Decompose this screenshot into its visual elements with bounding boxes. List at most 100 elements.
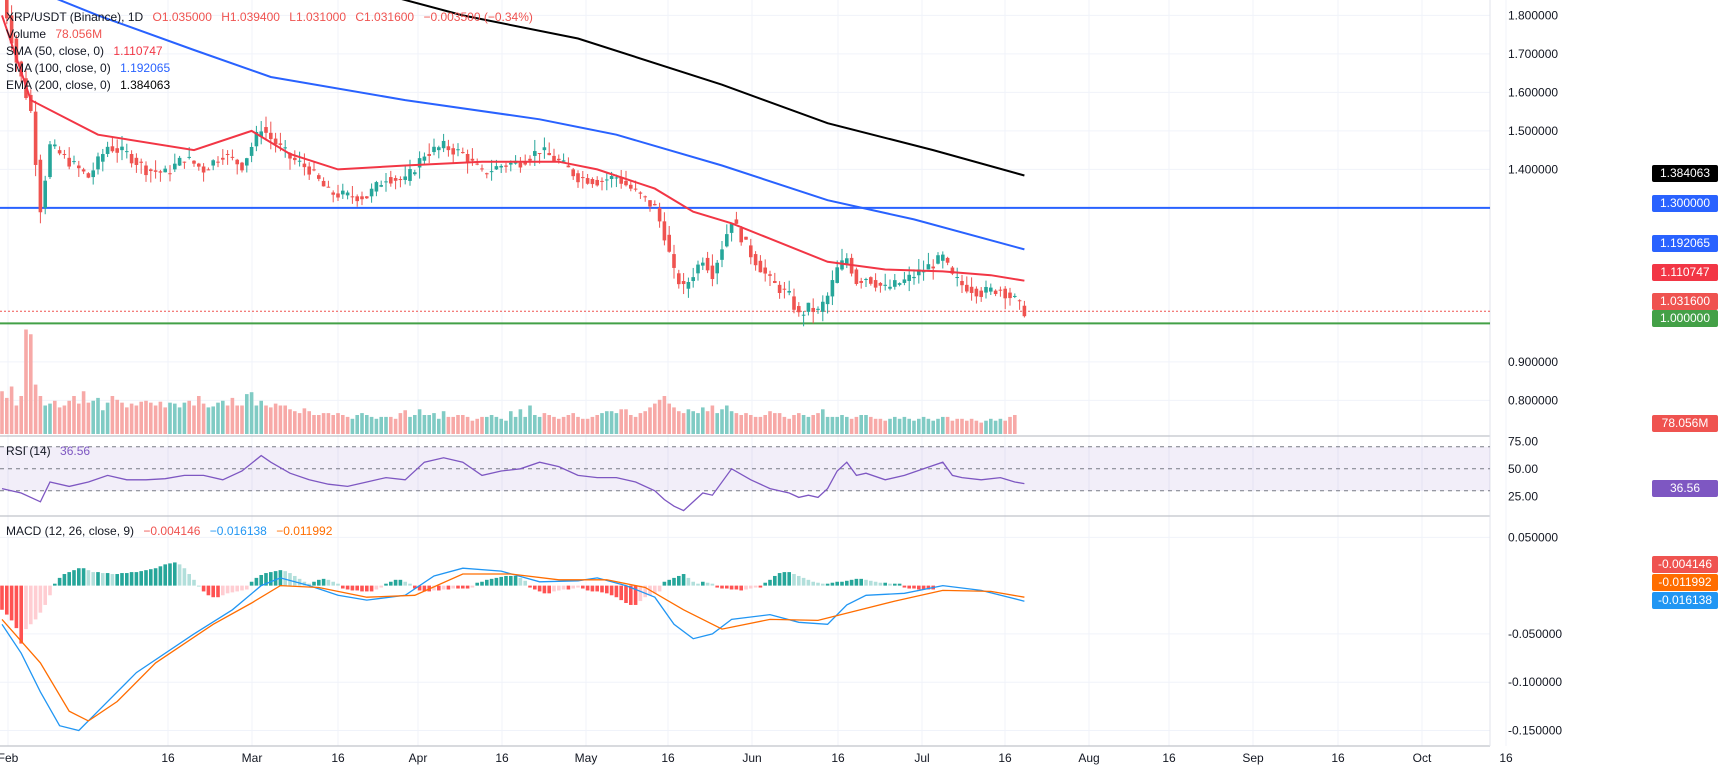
macd-histogram-bar xyxy=(864,579,868,586)
volume-bar xyxy=(840,415,844,434)
candle-body xyxy=(969,286,974,293)
candle-body xyxy=(624,180,628,186)
volume-bar xyxy=(835,416,839,434)
volume-bar xyxy=(869,416,873,434)
time-tick-label: Apr xyxy=(409,751,428,765)
macd-histogram-bar xyxy=(585,585,590,591)
macd-histogram-bar xyxy=(883,582,887,586)
macd-histogram-bar xyxy=(96,572,100,586)
macd-histogram-bar xyxy=(451,585,455,589)
candle-body xyxy=(43,180,47,208)
candle-body xyxy=(1017,300,1022,302)
candle-body xyxy=(393,178,398,181)
candle-body xyxy=(249,146,254,156)
candle-body xyxy=(653,204,657,206)
macd-histogram-bar xyxy=(715,585,719,588)
macd-histogram-bar xyxy=(81,568,86,586)
candle-body xyxy=(576,173,580,183)
macd-histogram-bar xyxy=(144,570,148,586)
sma100-legend-value: 1.192065 xyxy=(120,61,171,75)
macd-histogram-bar xyxy=(696,583,700,586)
volume-bar xyxy=(561,416,566,434)
macd-histogram-bar xyxy=(158,566,163,586)
candle-body xyxy=(144,165,148,176)
macd-histogram-bar xyxy=(576,585,580,588)
candle-body xyxy=(5,0,9,19)
volume-bar xyxy=(1008,416,1012,434)
macd-histogram-bar xyxy=(240,585,244,591)
candle-body xyxy=(648,200,652,207)
candle-body xyxy=(341,190,345,195)
rsi-tick-label: 50.00 xyxy=(1508,462,1538,476)
candle-body xyxy=(38,159,43,213)
volume-bar xyxy=(211,406,215,434)
macd-histogram-bar xyxy=(821,583,825,586)
volume-bar xyxy=(432,413,436,434)
volume-bar xyxy=(53,400,57,434)
candle-body xyxy=(705,257,710,271)
time-tick-label: 16 xyxy=(998,751,1012,765)
macd-histogram-bar xyxy=(643,585,647,598)
candle-body xyxy=(691,277,695,282)
macd-histogram-bar xyxy=(739,585,743,591)
candle-body xyxy=(701,262,705,266)
volume-bar xyxy=(518,409,523,434)
volume-bar xyxy=(177,407,182,434)
candle-body xyxy=(825,295,830,305)
volume-bar xyxy=(326,413,331,434)
candle-body xyxy=(230,156,235,158)
macd-histogram-bar xyxy=(893,583,897,586)
macd-histogram-bar xyxy=(206,585,211,596)
candle-body xyxy=(696,264,700,274)
macd-histogram-bar xyxy=(0,585,4,610)
macd-histogram-bar xyxy=(437,585,441,591)
grid-lines xyxy=(0,0,1507,746)
candle-body xyxy=(269,132,273,140)
volume-bar xyxy=(830,416,835,434)
macd-line xyxy=(1,567,1025,732)
macd-histogram-bar xyxy=(297,578,302,586)
macd-histogram-bar xyxy=(110,574,115,586)
volume-bar xyxy=(163,407,167,434)
candle-body xyxy=(254,131,259,147)
macd-histogram-bar xyxy=(115,574,119,586)
candle-body xyxy=(931,266,935,269)
macd-histogram-bar xyxy=(595,585,599,592)
candle-body xyxy=(926,264,931,270)
volume-bar xyxy=(408,416,412,434)
candle-body xyxy=(869,277,873,284)
volume-bar xyxy=(398,413,403,434)
candle-body xyxy=(509,162,513,165)
candle-body xyxy=(336,193,340,198)
macd-histogram-bar xyxy=(182,568,187,586)
candle-body xyxy=(590,179,595,185)
candle-body xyxy=(998,289,1003,291)
macd-histogram-bar xyxy=(177,564,182,586)
volume-bar xyxy=(374,418,379,434)
volume-bar xyxy=(691,411,695,434)
candle-body xyxy=(984,286,988,293)
volume-bar xyxy=(931,420,935,434)
macd-histogram-bar xyxy=(465,585,470,589)
macd-histogram-bar xyxy=(312,581,316,586)
macd-histogram-bar xyxy=(609,585,614,596)
time-tick-label: 16 xyxy=(495,751,509,765)
volume-bar xyxy=(134,405,139,434)
volume-bar xyxy=(230,397,235,434)
candle-body xyxy=(288,153,292,159)
candle-body xyxy=(773,281,777,283)
macd-histogram-bar xyxy=(254,577,259,586)
macd-histogram-bar xyxy=(53,583,57,586)
candle-body xyxy=(945,257,950,263)
macd-histogram-bar xyxy=(897,583,902,586)
volume-bar xyxy=(24,329,28,434)
candle-body xyxy=(110,146,115,152)
macd-histogram-bar xyxy=(249,581,254,586)
symbol-label: XRP/USDT (Binance), 1D xyxy=(6,10,144,24)
volume-bar xyxy=(413,415,417,434)
candle-body xyxy=(979,290,983,297)
macd-histogram-bar xyxy=(129,572,134,586)
candle-body xyxy=(101,154,105,162)
volume-bar xyxy=(341,415,345,434)
